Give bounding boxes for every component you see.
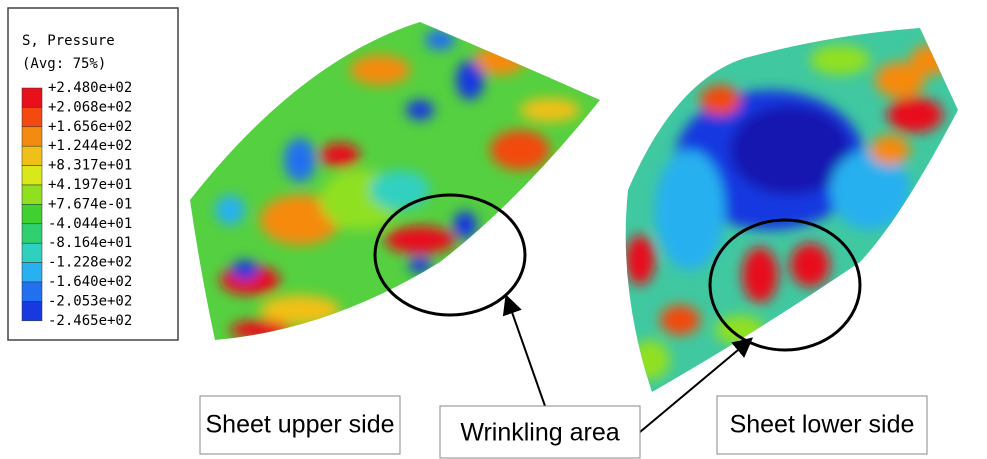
color-band <box>21 242 43 263</box>
caption-box <box>199 395 401 455</box>
contour-blob <box>700 85 740 115</box>
contour-blob <box>660 305 700 335</box>
contour-blob <box>406 100 434 120</box>
wrinkle-circle <box>708 218 862 352</box>
contour-blob <box>520 98 580 122</box>
contour-blob <box>385 226 455 254</box>
color-band <box>21 223 43 244</box>
legend-title: S, Pressure <box>22 33 115 49</box>
color-band <box>21 107 43 128</box>
contour-blob <box>260 195 340 245</box>
legend-level: +2.480e+02 <box>48 80 132 96</box>
contour-blob <box>231 260 259 280</box>
color-band <box>21 87 43 108</box>
contour-blob <box>408 257 432 273</box>
color-band <box>21 184 43 205</box>
contour-blob <box>870 135 910 165</box>
wrinkle-circle <box>373 193 527 317</box>
contour-blob <box>284 138 316 182</box>
arrow <box>502 294 546 407</box>
caption-box <box>439 405 641 459</box>
legend-level: -1.228e+02 <box>48 255 132 271</box>
contour-blob <box>230 320 290 340</box>
contour-blob <box>910 45 950 75</box>
legend-level: -2.465e+02 <box>48 313 132 329</box>
contour-blob <box>810 45 870 75</box>
contour-blob <box>425 30 455 50</box>
legend-level: -8.164e+01 <box>48 235 132 251</box>
caption-box <box>716 395 928 455</box>
contour-blob <box>370 170 430 210</box>
color-band <box>21 145 43 166</box>
legend-subtitle: (Avg: 75%) <box>22 56 106 72</box>
contour-blob <box>490 130 550 170</box>
contour-blob <box>830 150 910 230</box>
contour-blob <box>475 45 525 75</box>
upper-sheet <box>190 22 600 340</box>
color-bar: +2.480e+02 +2.068e+02 +1.656e+02 +1.244e+02… <box>21 80 132 329</box>
contour-blob <box>350 55 410 85</box>
color-band <box>21 262 43 283</box>
contour-blob <box>260 295 340 325</box>
contour-blob <box>320 143 360 167</box>
color-band <box>21 165 43 186</box>
contour-blob <box>215 195 245 225</box>
contour-blob <box>742 247 778 303</box>
caption: Sheet lower side <box>730 411 915 439</box>
caption: Sheet upper side <box>205 411 394 439</box>
legend-level: -1.640e+02 <box>48 274 132 290</box>
contour-blob <box>453 211 477 239</box>
legend-level: -4.044e+01 <box>48 216 132 232</box>
color-band <box>21 204 43 225</box>
legend-level: +8.317e+01 <box>48 158 132 174</box>
lower-sheet <box>625 28 958 392</box>
legend-level: +1.656e+02 <box>48 119 132 135</box>
contour-blob <box>630 340 670 380</box>
contour-blob <box>625 235 655 285</box>
contour-blob <box>730 105 850 195</box>
contour-blob <box>887 97 943 133</box>
contour-blob <box>655 150 725 270</box>
caption: Wrinkling area <box>460 419 619 447</box>
legend-level: +1.244e+02 <box>48 138 132 154</box>
arrow <box>639 337 754 433</box>
contour-blob <box>875 62 925 98</box>
legend-level: -2.053e+02 <box>48 293 132 309</box>
color-band <box>21 126 43 147</box>
color-band <box>21 301 43 322</box>
contour-blob <box>456 60 484 100</box>
legend-level: +4.197e+01 <box>48 177 132 193</box>
legend-level: +2.068e+02 <box>48 99 132 115</box>
color-band <box>21 281 43 302</box>
contour-blob <box>790 243 830 287</box>
legend-level: +7.674e-01 <box>48 196 132 212</box>
